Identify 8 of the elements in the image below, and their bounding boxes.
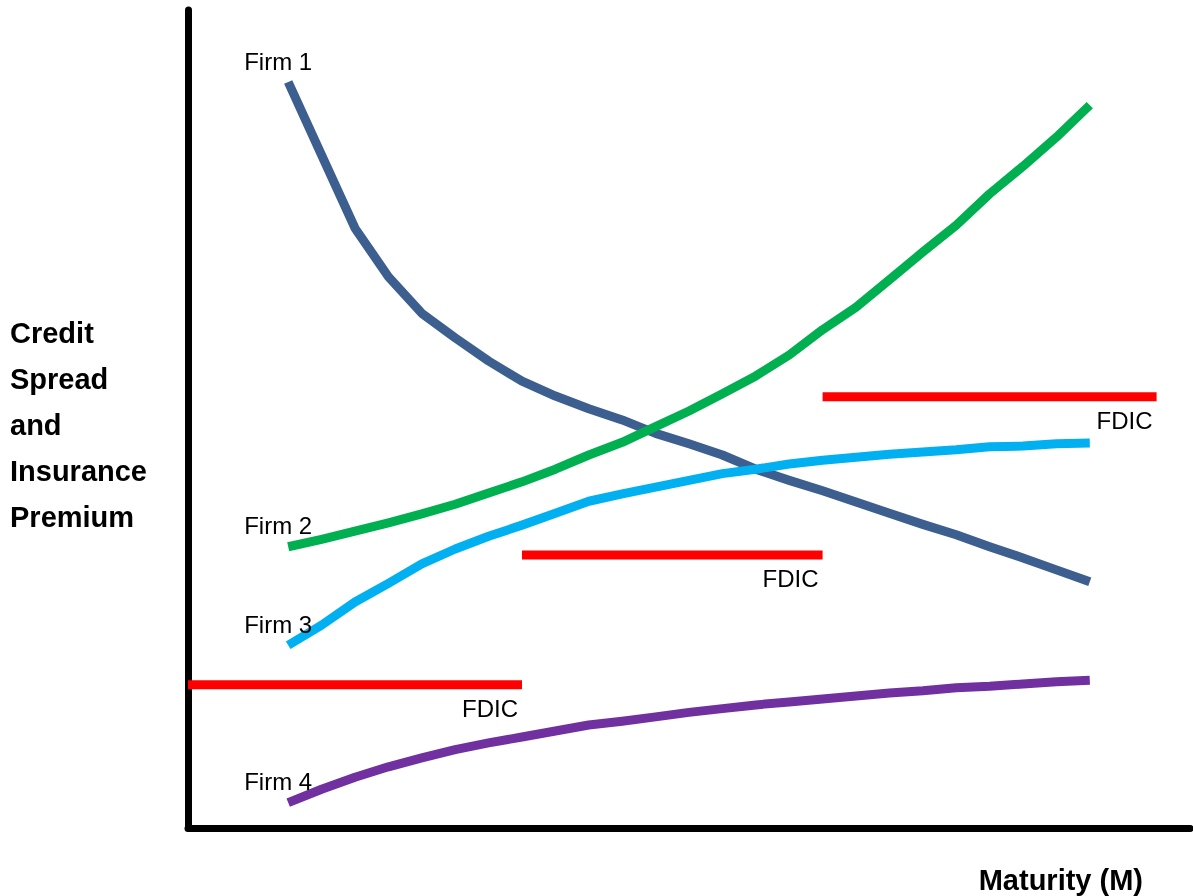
y-axis-title: Credit Spread and Insurance Premium (10, 317, 156, 533)
series-label: Firm 4 (244, 768, 313, 796)
series-label: Firm 1 (244, 47, 313, 75)
x-axis-title: Maturity (M) (978, 863, 1144, 896)
series-label: Firm 2 (244, 512, 313, 540)
annotation: FDIC (462, 695, 518, 723)
annotation: FDIC (1096, 407, 1153, 435)
annotation: FDIC (762, 565, 819, 593)
